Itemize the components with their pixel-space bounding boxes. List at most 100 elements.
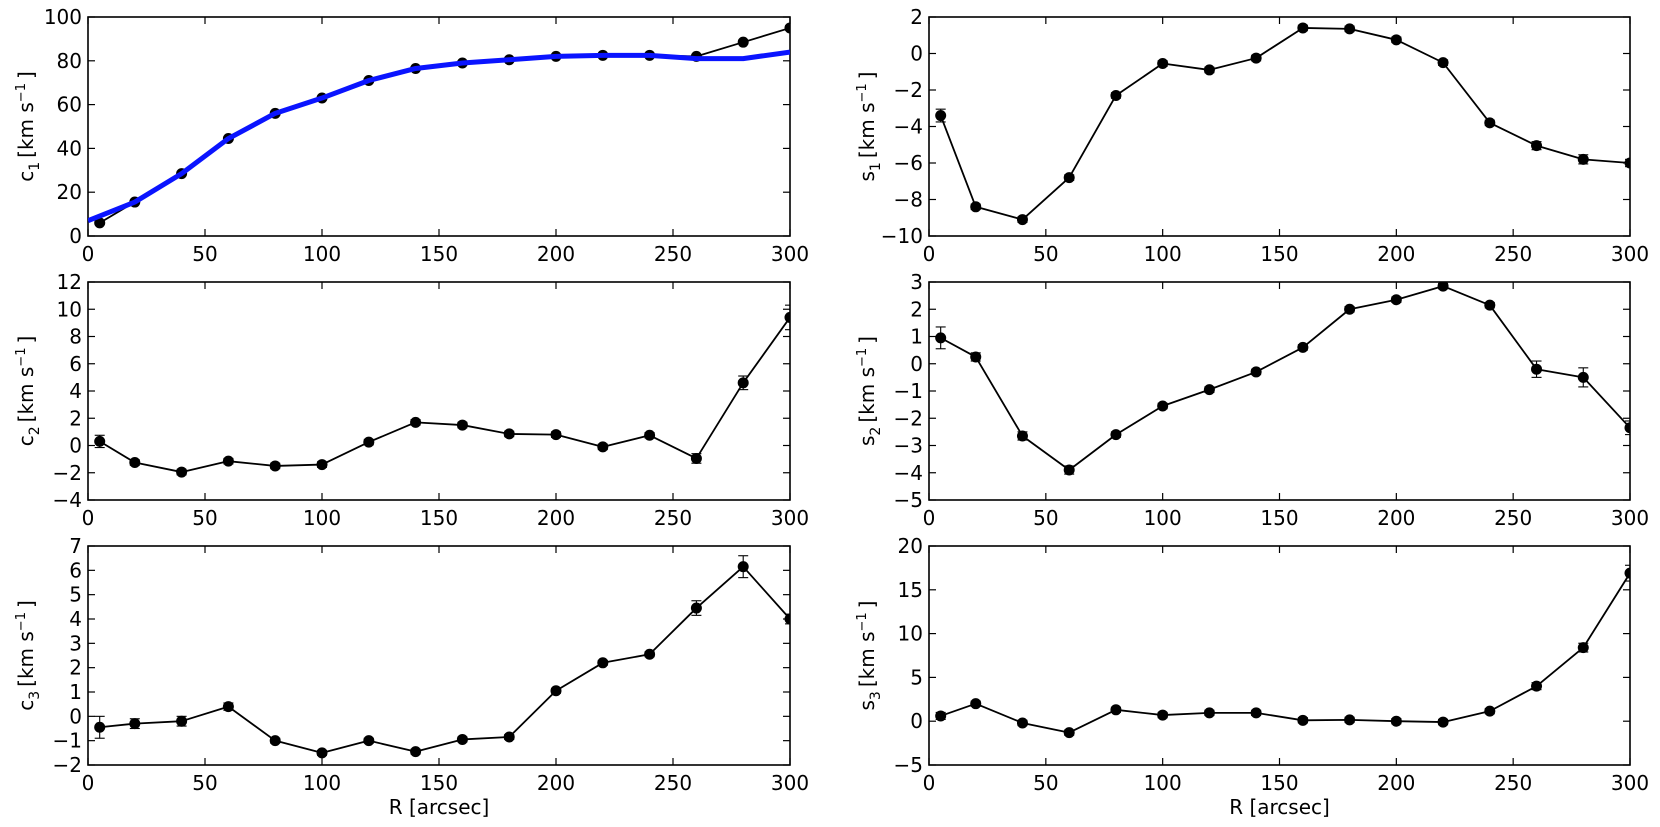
y-tick-label: 10 — [57, 297, 82, 321]
data-point — [1297, 714, 1309, 726]
data-point — [1577, 371, 1589, 383]
y-tick-label: 60 — [57, 93, 82, 117]
x-tick-label: 0 — [82, 771, 95, 795]
series-s2 — [935, 282, 1630, 476]
y-tick-label: 100 — [44, 5, 82, 29]
x-tick-label: 150 — [1260, 771, 1298, 795]
data-point — [1157, 58, 1169, 70]
y-label-post: ] — [14, 336, 38, 344]
data-point — [784, 311, 790, 323]
data-point — [316, 747, 328, 759]
x-tick-label: 50 — [192, 506, 217, 530]
data-point — [410, 746, 422, 758]
y-axis-label: c1 [km s−1] — [14, 71, 43, 182]
data-point — [1157, 709, 1169, 721]
y-label-pre: [km s — [14, 631, 38, 687]
x-tick-label: 300 — [771, 242, 809, 266]
data-point — [597, 657, 609, 669]
y-tick-label: −2 — [894, 406, 923, 430]
x-tick-label: 150 — [420, 242, 458, 266]
y-label-post: ] — [855, 336, 879, 344]
y-label-sup: −1 — [855, 348, 870, 367]
x-tick-label: 200 — [537, 242, 575, 266]
y-tick-label: 80 — [57, 49, 82, 73]
y-label-sub: 2 — [868, 427, 884, 436]
data-point — [1063, 464, 1075, 476]
data-point — [970, 698, 982, 710]
x-axis-label: R [arcsec] — [1229, 795, 1330, 819]
x-tick-label: 150 — [1260, 242, 1298, 266]
data-point — [1203, 707, 1215, 719]
data-point — [1110, 429, 1122, 441]
data-point — [1110, 89, 1122, 101]
data-point — [176, 715, 188, 727]
data-point — [1531, 680, 1543, 692]
series-c1 — [94, 22, 790, 229]
y-tick-label: 2 — [69, 406, 82, 430]
data-point — [363, 735, 375, 747]
x-tick-label: 100 — [303, 506, 341, 530]
series-line-c2 — [99, 316, 790, 473]
y-label-post: ] — [855, 72, 879, 80]
y-tick-label: 8 — [69, 325, 82, 349]
axes-frame — [928, 281, 1631, 501]
y-tick-label: 1 — [910, 325, 923, 349]
x-tick-label: 250 — [654, 771, 692, 795]
series-line-s3 — [940, 572, 1630, 734]
data-point — [222, 701, 234, 713]
y-label-sup: −1 — [855, 83, 870, 102]
x-tick-label: 300 — [1611, 771, 1649, 795]
data-point — [784, 22, 790, 34]
y-label-sub: 2 — [27, 426, 43, 435]
data-point — [784, 613, 790, 625]
series-line-c3 — [99, 565, 790, 754]
data-point — [456, 733, 468, 745]
data-point — [410, 416, 422, 428]
data-point — [222, 455, 234, 467]
data-point — [1484, 705, 1496, 717]
y-axis-label: s1 [km s−1] — [855, 72, 884, 182]
data-point — [1484, 299, 1496, 311]
y-tick-label: 0 — [910, 709, 923, 733]
data-point — [1203, 64, 1215, 76]
y-label-sup: −1 — [855, 612, 870, 631]
data-point — [737, 36, 749, 48]
data-point — [1390, 34, 1402, 46]
data-point — [1577, 153, 1589, 165]
y-tick-label: 7 — [69, 534, 82, 558]
data-point — [1437, 57, 1449, 69]
y-tick-label: 1 — [69, 680, 82, 704]
y-tick-label: 3 — [69, 631, 82, 655]
data-point — [1297, 22, 1309, 34]
y-tick-label: 4 — [69, 379, 82, 403]
data-point — [690, 452, 702, 464]
series-line-s2 — [940, 285, 1630, 471]
x-tick-label: 100 — [303, 242, 341, 266]
y-tick-label: 20 — [898, 534, 923, 558]
series-s1 — [935, 22, 1630, 226]
data-point — [269, 460, 281, 472]
axes-frame — [928, 16, 1631, 237]
y-tick-label: −5 — [894, 753, 923, 777]
y-label-pre: [km s — [14, 367, 38, 423]
x-tick-label: 50 — [1033, 242, 1058, 266]
data-point — [176, 466, 188, 478]
x-tick-label: 100 — [1144, 771, 1182, 795]
y-axis-label: s3 [km s−1] — [855, 601, 884, 711]
x-tick-label: 200 — [1377, 506, 1415, 530]
x-tick-label: 200 — [537, 506, 575, 530]
data-point — [644, 429, 656, 441]
data-point — [94, 435, 106, 447]
x-tick-label: 100 — [1144, 242, 1182, 266]
data-point — [1297, 341, 1309, 353]
x-tick-label: 200 — [1377, 771, 1415, 795]
y-tick-label: −3 — [894, 434, 923, 458]
y-tick-label: −2 — [53, 461, 82, 485]
y-label-pre: [km s — [855, 631, 879, 687]
data-point — [1250, 52, 1262, 64]
x-axis-label: R [arcsec] — [389, 795, 490, 819]
axes-frame — [87, 16, 791, 237]
data-point — [269, 735, 281, 747]
